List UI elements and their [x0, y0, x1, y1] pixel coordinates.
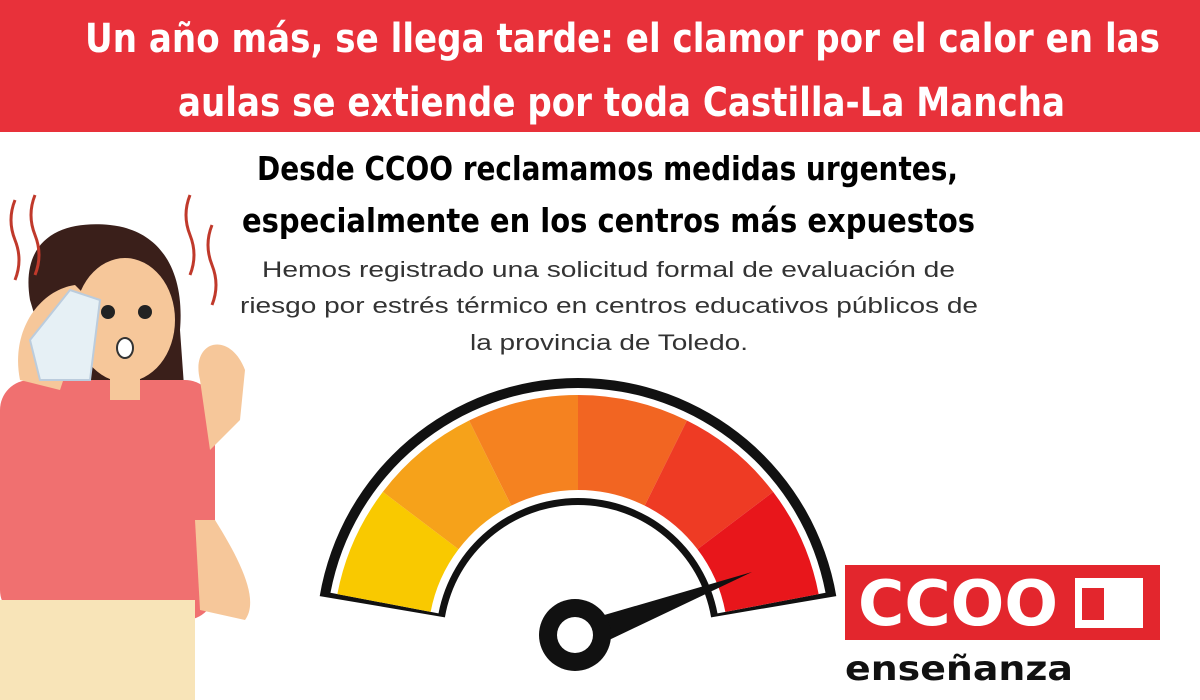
body-line: riesgo por estrés térmico en centros edu… [240, 293, 978, 318]
gauge-segment [644, 420, 774, 550]
gauge-segment [469, 395, 578, 506]
subtitle-line: Desde CCOO reclamamos medidas urgentes, [257, 149, 958, 188]
gauge-needle [570, 572, 752, 650]
body-line: la provincia de Toledo. [470, 330, 748, 355]
header-banner [0, 0, 1200, 132]
gauge-segment [382, 420, 512, 550]
title-line: aulas se extiende por toda Castilla-La M… [178, 80, 1065, 126]
title-line: Un año más, se llega tarde: el clamor po… [85, 16, 1160, 62]
gauge-segment [578, 395, 687, 506]
logo-caption: enseñanza [845, 649, 1073, 689]
illustration [0, 194, 251, 700]
body-line: Hemos registrado una solicitud formal de… [262, 257, 955, 282]
logo-emblem-mark [1082, 588, 1104, 620]
gauge-segment [337, 491, 459, 612]
subtitle-line: especialmente en los centros más expuest… [242, 201, 975, 240]
gauge-hub-center [557, 617, 593, 653]
logo-text: CCOO [858, 567, 1058, 640]
gauge [319, 377, 837, 671]
